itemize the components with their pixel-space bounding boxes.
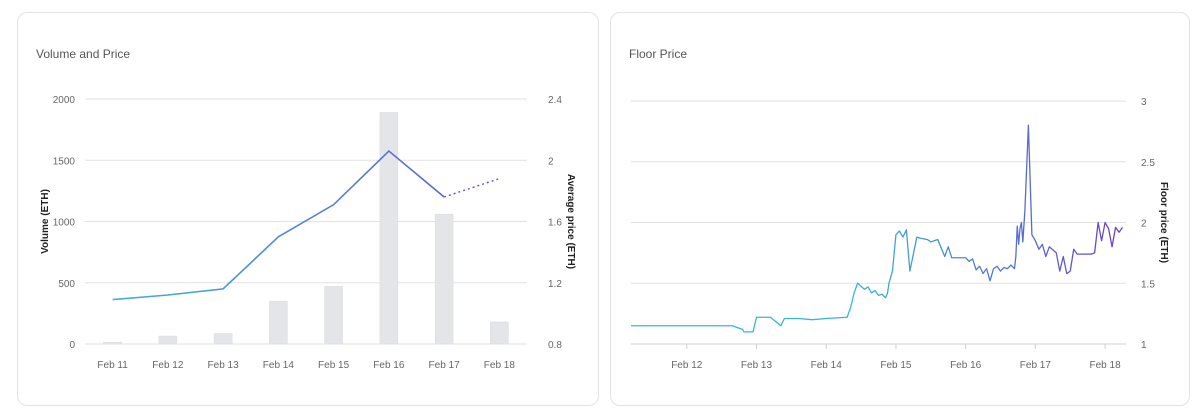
x-tick-label: Feb 17 [1020,360,1052,371]
y-tick-label: 3 [1141,97,1147,108]
floor-price-chart: 1 1.5 2 2.5 3 Feb 12 Feb 13 Feb 14 Feb 15 Feb 16 F… [631,97,1169,371]
y2-tick-label: 2 [548,156,554,167]
floor-price-title: Floor Price [629,47,688,61]
volume-bar [379,112,399,345]
y-tick-label: 1.5 [1141,279,1155,290]
x-tick-label: Feb 18 [484,360,516,371]
volume-bar [158,335,178,345]
avg-price-projection [443,177,500,198]
y2-axis-title: Average price (ETH) [565,174,576,269]
x-tick-label: Feb 12 [152,360,184,371]
x-tick-label: Feb 15 [880,360,912,371]
y-tick-label: 500 [58,279,75,290]
y-tick-label: 1000 [53,218,76,229]
y-tick-label: 1 [1141,340,1147,351]
y-axis-title: Volume (ETH) [40,189,51,254]
y-tick-label: 2.5 [1141,158,1155,169]
y-tick-label: 1500 [53,156,76,167]
floor-price-line [631,124,1124,333]
x-tick-label: Feb 16 [950,360,982,371]
y-tick-label: 2 [1141,219,1147,230]
avg-price-line [112,149,445,301]
y2-tick-label: 0.8 [548,340,562,351]
volume-bar [434,213,454,345]
floor-price-card: Floor Price 1 1.5 2 2.5 3 Feb 12 Feb 13 Feb 14 F… [610,12,1190,406]
y2-tick-label: 1.2 [548,279,562,290]
volume-bar [269,300,288,345]
x-tick-label: Feb 13 [741,360,773,371]
y-tick-label: 0 [69,340,75,351]
y-tick-label: 2000 [53,95,76,106]
x-tick-label: Feb 16 [373,360,405,371]
volume-price-title: Volume and Price [36,47,131,61]
x-tick-label: Feb 14 [263,360,295,371]
x-tick-label: Feb 13 [208,360,240,371]
x-tick-label: Feb 18 [1090,360,1122,371]
x-tick-label: Feb 14 [811,360,843,371]
volume-bar [213,333,233,345]
x-tick-label: Feb 15 [318,360,350,371]
volume-price-chart: 0 500 1000 1500 2000 0.8 1.2 1.6 2 2.4 Feb 11 Feb 1… [40,95,576,371]
y2-tick-label: 2.4 [548,95,562,106]
x-tick-label: Feb 17 [429,360,461,371]
y2-tick-label: 1.6 [548,218,562,229]
y-axis-title: Floor price (ETH) [1158,182,1169,263]
x-tick-label: Feb 11 [97,360,128,371]
x-tick-label: Feb 12 [671,360,703,371]
volume-price-card: Volume and Price 0 500 1000 1500 2000 0.8 1.2 1… [17,12,599,406]
volume-bar [324,286,343,345]
volume-bar [490,321,509,345]
volume-bar [103,341,122,345]
